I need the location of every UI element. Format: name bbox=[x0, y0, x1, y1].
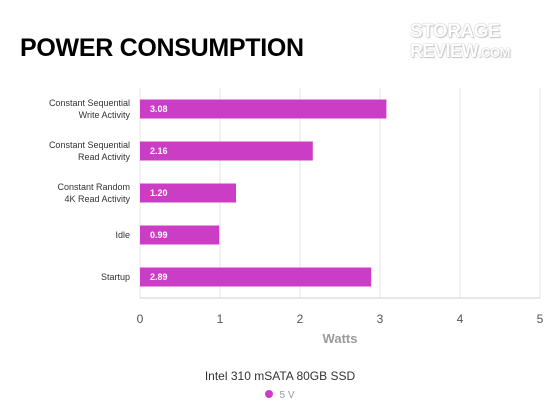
legend-swatch-5v bbox=[265, 390, 274, 399]
bar-0 bbox=[140, 99, 387, 119]
x-tick-label-0: 0 bbox=[137, 312, 144, 326]
legend: 5 V bbox=[0, 390, 560, 401]
category-label-2-line-1: 4K Read Activity bbox=[64, 194, 130, 204]
chart-title: POWER CONSUMPTION bbox=[20, 34, 304, 62]
category-label-0-line-1: Write Activity bbox=[79, 110, 131, 120]
storagereview-watermark-logo: STORAGE REVIEW.COM bbox=[410, 22, 510, 62]
x-tick-label-3: 3 bbox=[377, 312, 384, 326]
watermark-suffix: .COM bbox=[478, 45, 510, 60]
data-label-3: 0.99 bbox=[150, 230, 168, 240]
x-tick-label-4: 4 bbox=[457, 312, 464, 326]
data-label-4: 2.89 bbox=[150, 272, 168, 282]
category-label-2-line-0: Constant Random bbox=[57, 182, 130, 192]
category-label-1-line-0: Constant Sequential bbox=[49, 140, 130, 150]
x-axis-title: Watts bbox=[323, 331, 358, 346]
bar-4 bbox=[140, 267, 372, 287]
legend-title: Intel 310 mSATA 80GB SSD bbox=[204, 369, 356, 383]
x-tick-label-5: 5 bbox=[537, 312, 544, 326]
x-tick-label-2: 2 bbox=[297, 312, 304, 326]
category-label-4-line-0: Startup bbox=[101, 272, 130, 282]
data-label-0: 3.08 bbox=[150, 104, 168, 114]
data-label-2: 1.20 bbox=[150, 188, 168, 198]
x-tick-label-1: 1 bbox=[217, 312, 224, 326]
data-label-1: 2.16 bbox=[150, 146, 168, 156]
watermark-line2: REVIEW.COM bbox=[410, 42, 510, 62]
category-label-0-line-0: Constant Sequential bbox=[49, 98, 130, 108]
watermark-line2-text: REVIEW bbox=[410, 41, 479, 61]
bar-1 bbox=[140, 141, 313, 161]
bar-2 bbox=[140, 183, 236, 203]
legend-label-5v: 5 V bbox=[279, 390, 295, 401]
bar-3 bbox=[140, 225, 220, 245]
watermark-line1: STORAGE bbox=[410, 21, 501, 42]
category-label-3-line-0: Idle bbox=[115, 230, 130, 240]
category-label-1-line-1: Read Activity bbox=[78, 152, 131, 162]
